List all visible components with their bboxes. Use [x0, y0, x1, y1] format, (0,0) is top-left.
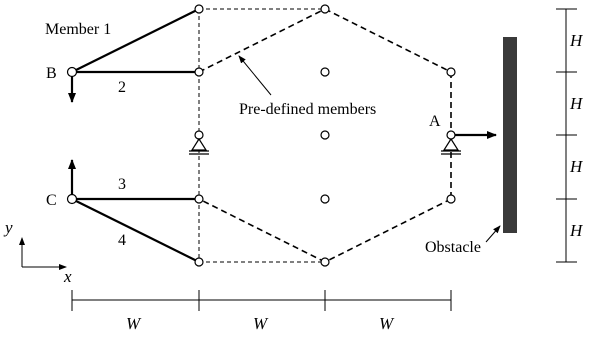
label-dim-w-3: W — [379, 314, 395, 333]
pin-support-left — [189, 130, 209, 155]
label-dim-h-1: H — [569, 31, 584, 50]
label-dim-h-4: H — [569, 221, 584, 240]
dimension-w — [71, 290, 452, 311]
label-node-b: B — [46, 65, 57, 82]
label-obstacle: Obstacle — [425, 239, 481, 256]
label-dim-h-3: H — [569, 157, 584, 176]
nodes — [66, 4, 456, 267]
label-axis-y: y — [3, 218, 13, 237]
member-4 — [71, 198, 200, 263]
label-member-2: 2 — [118, 79, 126, 96]
label-dim-w-2: W — [253, 314, 269, 333]
obstacle-leader — [485, 225, 501, 243]
axes — [19, 237, 67, 270]
label-node-a: A — [429, 113, 441, 130]
load-arrows — [68, 76, 497, 195]
grid-lines — [198, 8, 325, 263]
label-predefined-members: Pre-defined members — [239, 101, 376, 118]
member-1 — [71, 8, 200, 73]
label-dim-h-2: H — [569, 94, 584, 113]
label-axis-x: x — [63, 267, 72, 286]
label-dim-w-1: W — [126, 314, 142, 333]
obstacle-block — [503, 37, 517, 233]
label-member-1: Member 1 — [45, 21, 111, 38]
label-member-3: 3 — [118, 176, 126, 193]
label-member-4: 4 — [118, 232, 126, 249]
predefined-leader — [238, 55, 272, 96]
label-node-c: C — [46, 192, 57, 209]
dimension-h — [556, 8, 577, 263]
predefined-members — [198, 8, 452, 263]
members — [71, 8, 200, 263]
pin-support-right — [441, 137, 461, 155]
